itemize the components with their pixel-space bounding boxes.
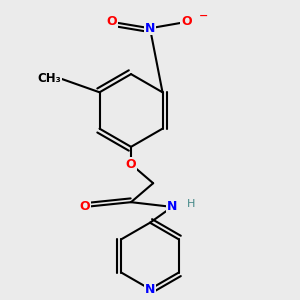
Text: −: − — [198, 11, 208, 21]
Text: N: N — [167, 200, 177, 213]
Text: N: N — [145, 283, 155, 296]
Text: H: H — [187, 199, 196, 209]
Text: O: O — [126, 158, 136, 171]
Text: N: N — [145, 22, 155, 35]
Text: O: O — [107, 15, 117, 28]
Text: O: O — [181, 15, 192, 28]
Text: O: O — [80, 200, 91, 213]
Text: CH₃: CH₃ — [38, 72, 61, 86]
